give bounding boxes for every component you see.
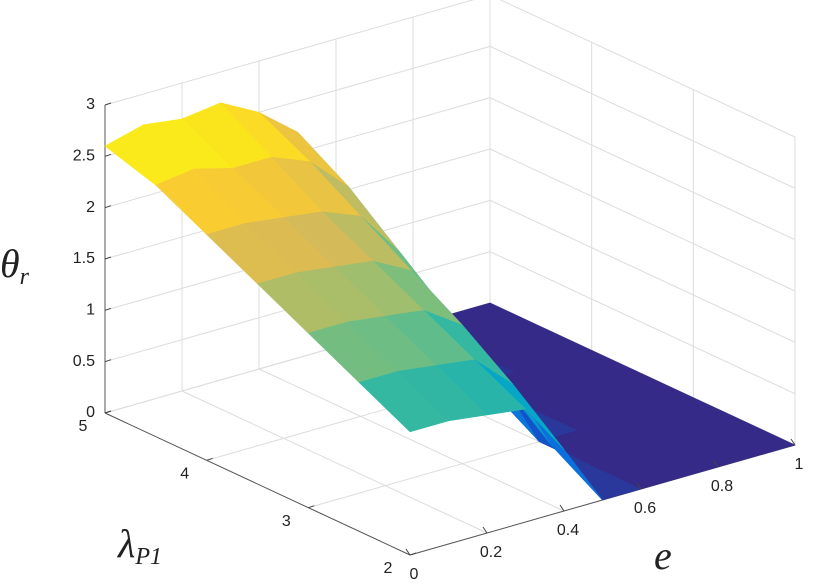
grid-line: [489, 251, 796, 395]
z-tick-label: 2.5: [73, 148, 95, 165]
tick-mark: [790, 438, 796, 446]
tick-mark: [409, 552, 417, 556]
grid-line: [489, 45, 796, 189]
x-tick-label: 1: [795, 456, 804, 473]
y-tick-label: 2: [384, 560, 393, 577]
tick-mark: [636, 482, 642, 490]
tick-mark: [308, 505, 315, 509]
x-tick-label: 0.8: [711, 478, 733, 495]
grid-line: [489, 199, 796, 343]
grid-line: [489, 148, 796, 292]
grid-line: [258, 368, 565, 512]
x-tick-label: 0: [410, 566, 419, 583]
tick-mark: [104, 256, 112, 260]
surface-panel: [358, 371, 450, 433]
tick-mark: [104, 153, 112, 157]
y-tick-label: 3: [282, 513, 291, 530]
y-axis-label: λP1: [117, 521, 162, 569]
z-tick-label: 2: [86, 199, 95, 216]
tick-mark: [206, 457, 213, 461]
tick-mark: [559, 504, 565, 512]
ticks: 0 0.5 1 1.5 2 2.5 3 0 0.2 0.4 0.6 0.8 1 2 3 4 5: [73, 96, 804, 583]
z-tick-label: 0: [86, 404, 95, 421]
x-tick-label: 0.2: [480, 544, 502, 561]
y-tick-label: 4: [180, 466, 189, 483]
x-tick-label: 0.6: [634, 500, 656, 517]
z-tick-label: 1.5: [73, 250, 95, 267]
z-label-sub: r: [20, 264, 30, 290]
tick-mark: [104, 410, 112, 414]
grid-line: [104, 0, 475, 106]
tick-mark: [104, 359, 112, 363]
tick-mark: [104, 102, 112, 106]
surface: [104, 102, 796, 501]
y-label-main: λ: [117, 521, 135, 566]
axis-line: [104, 412, 411, 556]
z-label-main: θ: [0, 241, 20, 286]
tick-mark: [104, 307, 112, 311]
z-tick-label: 1: [86, 302, 95, 319]
grid-line: [499, 0, 796, 138]
z-tick-label: 3: [86, 96, 95, 113]
tick-mark: [482, 526, 488, 534]
y-tick-label: 5: [79, 418, 88, 435]
x-tick-label: 0.4: [557, 522, 579, 539]
z-axis-label: θr: [0, 241, 30, 289]
tick-mark: [713, 460, 719, 468]
grid-line: [181, 390, 488, 534]
grid-line: [489, 97, 796, 241]
y-label-sub: P1: [134, 544, 162, 570]
tick-mark: [104, 205, 112, 209]
x-axis-label: e: [654, 533, 672, 578]
z-tick-label: 0.5: [73, 353, 95, 370]
tick-mark: [405, 548, 411, 556]
